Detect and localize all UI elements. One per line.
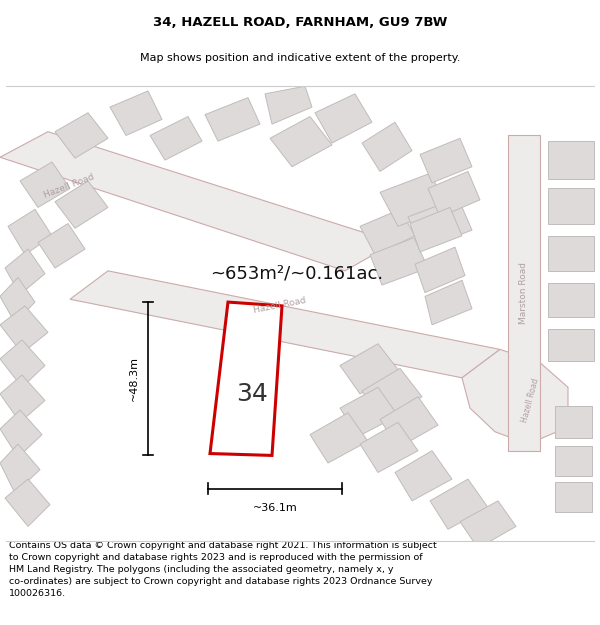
Polygon shape bbox=[370, 238, 428, 285]
Polygon shape bbox=[270, 116, 332, 167]
Text: Hazell Road: Hazell Road bbox=[42, 172, 95, 199]
Polygon shape bbox=[555, 406, 592, 438]
Polygon shape bbox=[410, 208, 462, 252]
Polygon shape bbox=[20, 162, 70, 208]
Polygon shape bbox=[0, 278, 35, 323]
Text: Hazell Road: Hazell Road bbox=[253, 296, 307, 316]
Polygon shape bbox=[315, 94, 372, 143]
Polygon shape bbox=[340, 388, 398, 436]
Polygon shape bbox=[55, 112, 108, 158]
Polygon shape bbox=[420, 138, 472, 182]
Polygon shape bbox=[380, 173, 448, 226]
Polygon shape bbox=[555, 446, 592, 476]
Polygon shape bbox=[340, 344, 400, 394]
Polygon shape bbox=[462, 349, 568, 444]
Polygon shape bbox=[0, 444, 40, 493]
Polygon shape bbox=[408, 198, 472, 249]
Polygon shape bbox=[265, 86, 312, 124]
Polygon shape bbox=[0, 306, 48, 353]
Text: ~48.3m: ~48.3m bbox=[129, 356, 139, 401]
Polygon shape bbox=[5, 249, 45, 294]
Text: ~653m²/~0.161ac.: ~653m²/~0.161ac. bbox=[210, 264, 383, 282]
Polygon shape bbox=[0, 410, 42, 458]
Polygon shape bbox=[310, 413, 368, 463]
Polygon shape bbox=[415, 247, 465, 292]
Polygon shape bbox=[380, 397, 438, 448]
Polygon shape bbox=[55, 181, 108, 228]
Text: 34, HAZELL ROAD, FARNHAM, GU9 7BW: 34, HAZELL ROAD, FARNHAM, GU9 7BW bbox=[153, 16, 447, 29]
Polygon shape bbox=[150, 116, 202, 160]
Polygon shape bbox=[555, 482, 592, 512]
Polygon shape bbox=[362, 122, 412, 171]
Text: Marston Road: Marston Road bbox=[520, 262, 529, 324]
Polygon shape bbox=[548, 189, 594, 224]
Polygon shape bbox=[508, 136, 540, 451]
Polygon shape bbox=[210, 302, 282, 456]
Polygon shape bbox=[430, 479, 488, 529]
Polygon shape bbox=[362, 368, 422, 419]
Polygon shape bbox=[8, 209, 52, 255]
Text: 34: 34 bbox=[236, 382, 268, 406]
Polygon shape bbox=[205, 98, 260, 141]
Polygon shape bbox=[0, 132, 395, 271]
Polygon shape bbox=[428, 171, 480, 217]
Polygon shape bbox=[360, 209, 415, 255]
Polygon shape bbox=[460, 501, 516, 548]
Polygon shape bbox=[395, 451, 452, 501]
Polygon shape bbox=[0, 340, 45, 388]
Polygon shape bbox=[0, 375, 45, 423]
Text: Hazell Road: Hazell Road bbox=[520, 378, 540, 424]
Polygon shape bbox=[70, 271, 500, 378]
Polygon shape bbox=[548, 329, 594, 361]
Polygon shape bbox=[5, 479, 50, 526]
Polygon shape bbox=[425, 280, 472, 325]
Text: Contains OS data © Crown copyright and database right 2021. This information is : Contains OS data © Crown copyright and d… bbox=[9, 541, 437, 598]
Text: ~36.1m: ~36.1m bbox=[253, 503, 298, 512]
Polygon shape bbox=[548, 141, 594, 179]
Polygon shape bbox=[110, 91, 162, 136]
Polygon shape bbox=[360, 422, 418, 472]
Polygon shape bbox=[548, 283, 594, 318]
Text: Map shows position and indicative extent of the property.: Map shows position and indicative extent… bbox=[140, 54, 460, 64]
Polygon shape bbox=[38, 224, 85, 268]
Polygon shape bbox=[548, 236, 594, 271]
